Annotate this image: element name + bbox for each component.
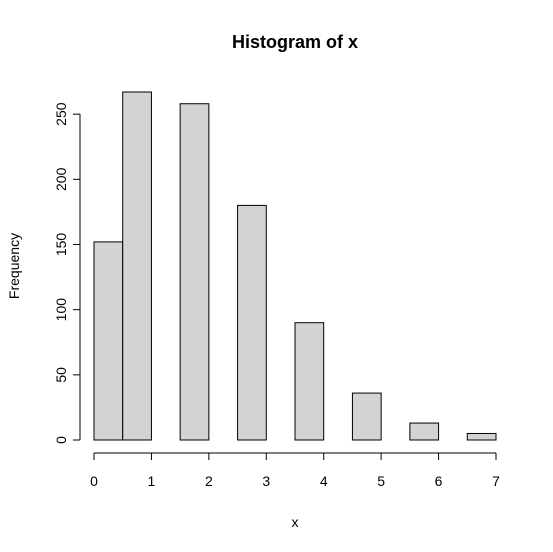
y-tick-label: 100 xyxy=(53,298,69,322)
y-tick-label: 250 xyxy=(53,102,69,126)
histogram-bar xyxy=(93,241,124,441)
y-tick-label: 50 xyxy=(53,367,69,383)
x-axis: 0 1 2 3 4 5 6 7 xyxy=(90,452,500,489)
bars-group xyxy=(93,91,497,441)
chart-title: Histogram of x xyxy=(232,32,358,52)
x-tick-label: 7 xyxy=(492,473,500,489)
x-tick-label: 5 xyxy=(377,473,385,489)
histogram-bar xyxy=(351,392,382,441)
x-axis-label: x xyxy=(292,514,299,530)
y-axis-label: Frequency xyxy=(6,233,22,299)
histogram-bar xyxy=(409,422,440,441)
x-tick-label: 3 xyxy=(262,473,270,489)
y-axis: 0 50 100 150 200 250 xyxy=(53,102,81,444)
x-tick-label: 2 xyxy=(205,473,213,489)
histogram-bar xyxy=(122,91,152,441)
y-tick-label: 150 xyxy=(53,233,69,257)
histogram-bar xyxy=(179,103,210,441)
histogram-bar xyxy=(466,432,497,441)
histogram-bar xyxy=(237,204,267,441)
x-tick-label: 4 xyxy=(320,473,328,489)
x-tick-label: 6 xyxy=(435,473,443,489)
y-tick-label: 200 xyxy=(53,167,69,191)
x-tick-label: 1 xyxy=(148,473,156,489)
histogram-bar xyxy=(294,322,325,441)
x-tick-label: 0 xyxy=(90,473,98,489)
y-tick-label: 0 xyxy=(53,436,69,444)
